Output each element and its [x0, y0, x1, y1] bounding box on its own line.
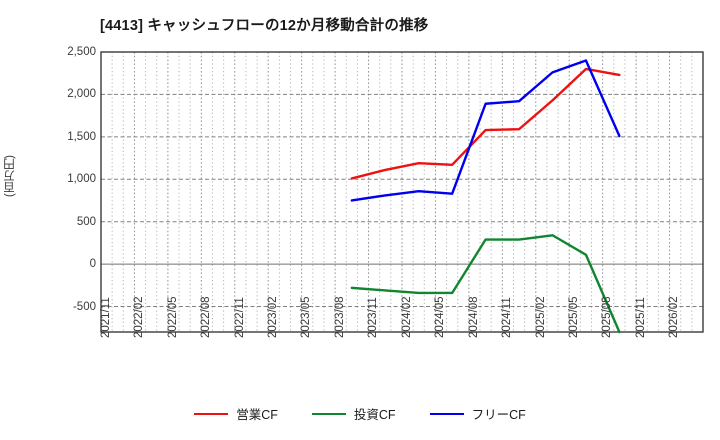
x-tick-label: 2023/11: [367, 297, 380, 338]
y-axis-tick-labels: 2,500 2,000 1,500 1,000 500 0 -500: [36, 0, 96, 440]
x-tick-label: 2024/08: [467, 296, 480, 338]
x-tick-label: 2022/02: [133, 296, 146, 338]
x-tick-label: 2021/11: [99, 297, 112, 338]
x-tick-label: 2023/02: [266, 296, 279, 338]
x-tick-label: 2024/11: [501, 297, 514, 338]
plot-frame: [100, 51, 704, 333]
x-tick-label: 2023/05: [300, 296, 313, 338]
series-line: [350, 59, 621, 202]
y-tick-label: 2,000: [67, 88, 96, 101]
y-tick-label: 500: [76, 215, 96, 228]
x-tick-label: 2025/08: [601, 296, 614, 338]
legend-item[interactable]: 投資CF: [311, 404, 396, 423]
x-tick-label: 2025/11: [634, 297, 647, 338]
legend-label: フリーCF: [471, 408, 526, 422]
x-tick-label: 2025/02: [534, 296, 547, 338]
x-tick-label: 2023/08: [333, 296, 346, 338]
series-line: [350, 234, 621, 334]
grid-lines: [101, 51, 703, 332]
x-tick-label: 2022/11: [233, 297, 246, 338]
x-tick-label: 2024/02: [400, 296, 413, 338]
y-tick-label: 1,000: [67, 173, 96, 186]
legend-color-swatch: [311, 412, 346, 415]
legend-label: 営業CF: [236, 408, 278, 422]
legend-item[interactable]: 営業CF: [194, 404, 278, 423]
y-tick-label: 1,500: [67, 130, 96, 143]
x-tick-label: 2025/05: [567, 296, 580, 338]
data-series-layer: [350, 59, 621, 334]
x-tick-label: 2022/05: [166, 296, 179, 338]
legend-item[interactable]: フリーCF: [429, 404, 526, 423]
chart-title: [4413] キャッシュフローの12か月移動合計の推移: [100, 18, 429, 34]
y-tick-label: -500: [72, 300, 96, 313]
legend-color-swatch: [429, 412, 464, 415]
chart-legend: 営業CF 投資CF フリーCF: [0, 404, 720, 423]
y-tick-label: 0: [89, 258, 96, 271]
legend-label: 投資CF: [353, 408, 396, 422]
x-tick-label: 2024/05: [434, 296, 447, 338]
x-tick-label: 2022/08: [200, 296, 213, 338]
legend-color-swatch: [194, 412, 229, 415]
series-line: [350, 67, 621, 180]
x-tick-label: 2026/02: [668, 296, 681, 338]
y-tick-label: 2,500: [67, 46, 96, 58]
